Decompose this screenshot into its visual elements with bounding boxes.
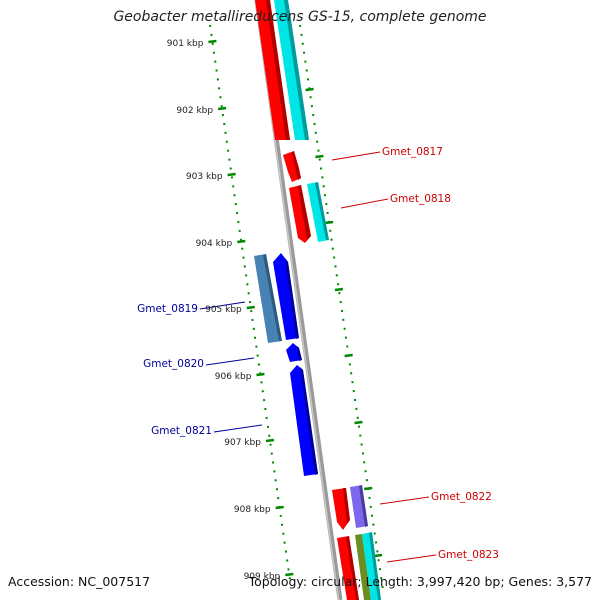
tick-label: 902 kbp: [176, 106, 213, 116]
gene-label-gmet-0819[interactable]: Gmet_0819: [137, 303, 198, 315]
feature-cyan-top-shade: [284, 0, 309, 140]
tick-mark: [237, 239, 246, 244]
feature-cyan-0823-shade: [369, 532, 381, 600]
feature-cyan-0818-shade: [315, 182, 329, 240]
tick-label: 903 kbp: [186, 172, 223, 182]
gene-label-gmet-0817[interactable]: Gmet_0817: [382, 146, 443, 158]
genome-summary-text: Topology: circular; Length: 3,997,420 bp…: [248, 574, 592, 589]
tick-mark: [364, 486, 373, 491]
cds-forward-top-shade: [266, 0, 290, 140]
gene-label-leaders: [199, 151, 437, 563]
gene-features: [254, 0, 381, 600]
tick-mark: [305, 87, 314, 92]
tick-label: 909 kbp: [244, 572, 281, 582]
tick-mark: [334, 287, 344, 292]
tick-label: 904 kbp: [196, 239, 233, 249]
tick-label: 901 kbp: [167, 39, 204, 49]
gene-labels: Gmet_0817 Gmet_0818 Gmet_0819 Gmet_0820 Gmet…: [137, 146, 499, 561]
gene-arrow-gmet-0818-shade: [298, 185, 311, 240]
gene-label-gmet-0820[interactable]: Gmet_0820: [143, 358, 204, 370]
gene-arrow-gmet-0821[interactable]: [290, 365, 318, 476]
leader-gmet-0819: [199, 301, 246, 310]
feature-steel-0819: [254, 254, 282, 343]
tick-marks: [208, 39, 383, 577]
tick-label: 907 kbp: [224, 438, 261, 448]
tick-mark: [285, 572, 294, 577]
leader-gmet-0817: [331, 151, 381, 161]
leader-gmet-0823: [386, 554, 437, 563]
tick-mark: [373, 553, 383, 558]
tick-mark: [227, 172, 236, 177]
gene-arrow-gmet-0822-shade: [343, 488, 350, 524]
gene-label-gmet-0822[interactable]: Gmet_0822: [431, 491, 492, 503]
tick-mark: [324, 220, 334, 225]
gene-label-gmet-0823[interactable]: Gmet_0823: [438, 549, 499, 561]
tick-label: 908 kbp: [234, 505, 271, 515]
tick-mark: [275, 505, 284, 510]
tick-mark: [344, 353, 353, 358]
accession-text: Accession: NC_007517: [8, 574, 151, 589]
leader-gmet-0820: [205, 357, 255, 366]
tick-mark: [265, 438, 275, 443]
leader-gmet-0821: [213, 424, 263, 433]
gene-arrow-gmet-0817[interactable]: [283, 151, 301, 182]
feature-steel-0819-shade: [263, 254, 282, 341]
gene-label-gmet-0821[interactable]: Gmet_0821: [151, 425, 212, 437]
tick-labels: 901 kbp 902 kbp 903 kbp 904 kbp 905 kbp 906 k…: [167, 39, 281, 582]
gene-arrow-gmet-0823-shade: [346, 536, 359, 600]
leader-gmet-0818: [340, 198, 389, 209]
feature-olive-0823: [355, 534, 371, 600]
feature-purple-0822-shade: [359, 485, 368, 527]
gene-arrow-gmet-0820-shade: [297, 346, 302, 361]
gene-arrow-gmet-0819[interactable]: [273, 253, 299, 340]
gene-arrow-gmet-0817-shade: [292, 151, 301, 180]
leader-gmet-0822: [379, 496, 430, 505]
tick-mark: [217, 106, 227, 111]
tick-mark: [354, 420, 363, 425]
map-title: Geobacter metallireducens GS-15, complet…: [113, 9, 487, 25]
gene-arrow-gmet-0819-shade: [285, 258, 299, 339]
tick-mark: [315, 154, 324, 159]
tick-label: 906 kbp: [215, 372, 252, 382]
gene-arrow-gmet-0821-shade: [300, 367, 318, 475]
left-tick-axis: [209, 24, 291, 581]
tick-mark: [208, 39, 217, 44]
tick-mark: [256, 372, 265, 377]
tick-mark: [246, 305, 255, 310]
gene-label-gmet-0818[interactable]: Gmet_0818: [390, 193, 451, 205]
tick-label: 905 kbp: [205, 305, 242, 315]
